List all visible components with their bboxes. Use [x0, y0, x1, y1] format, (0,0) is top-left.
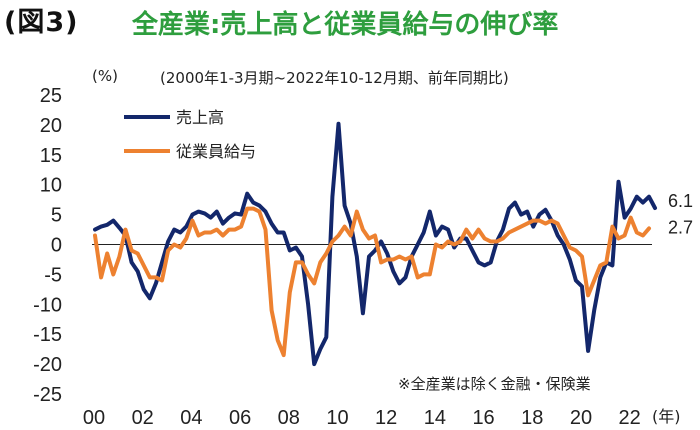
footnote: ※全産業は除く金融・保険業	[398, 375, 591, 393]
figure-label: (図3)	[4, 7, 79, 38]
series-line-wages	[93, 206, 651, 358]
y-tick-label: 20	[40, 115, 62, 137]
end-label-sales: 6.1	[668, 191, 693, 211]
x-tick-label: 02	[132, 407, 154, 429]
y-tick-label: -5	[44, 264, 62, 286]
y-tick-label: 5	[51, 205, 62, 227]
legend-label-wages: 従業員給与	[176, 142, 256, 161]
y-tick-label: -20	[33, 354, 62, 376]
chart-title: 全産業:売上高と従業員給与の伸び率	[132, 10, 559, 40]
y-tick-label: 10	[40, 175, 62, 197]
y-unit-label: (%)	[92, 67, 118, 85]
y-tick-label: -10	[33, 294, 62, 316]
end-label-wages: 2.7	[668, 217, 693, 237]
y-tick-label: 0	[51, 235, 62, 257]
legend-label-sales: 売上高	[176, 108, 224, 127]
y-axis-ticks: 25 20 15 10 5 0 -5 -10 -15 -20 -25	[33, 85, 62, 406]
x-tick-label: 18	[521, 407, 543, 429]
x-unit-label: (年)	[652, 407, 681, 426]
series-line-sales	[93, 121, 657, 367]
x-tick-label: 12	[375, 407, 397, 429]
x-axis-ticks: 00 02 04 06 08 10 12 14 16 18 20 22	[83, 407, 641, 429]
y-tick-label: -15	[33, 324, 62, 346]
end-labels: 6.12.7	[668, 191, 693, 237]
x-tick-label: 06	[229, 407, 251, 429]
x-tick-label: 00	[83, 407, 105, 429]
x-tick-label: 22	[619, 407, 641, 429]
x-tick-label: 20	[570, 407, 592, 429]
y-tick-label: 25	[40, 85, 62, 107]
x-tick-label: 04	[180, 407, 202, 429]
y-tick-label: -25	[33, 384, 62, 406]
series-lines	[93, 121, 657, 367]
x-tick-label: 14	[424, 407, 446, 429]
x-tick-label: 16	[472, 407, 494, 429]
y-tick-label: 15	[40, 145, 62, 167]
chart-subtitle: (2000年1-3月期~2022年10-12月期、前年同期比)	[160, 69, 509, 87]
legend: 売上高 従業員給与	[124, 108, 256, 161]
x-tick-label: 08	[278, 407, 300, 429]
x-tick-label: 10	[326, 407, 348, 429]
